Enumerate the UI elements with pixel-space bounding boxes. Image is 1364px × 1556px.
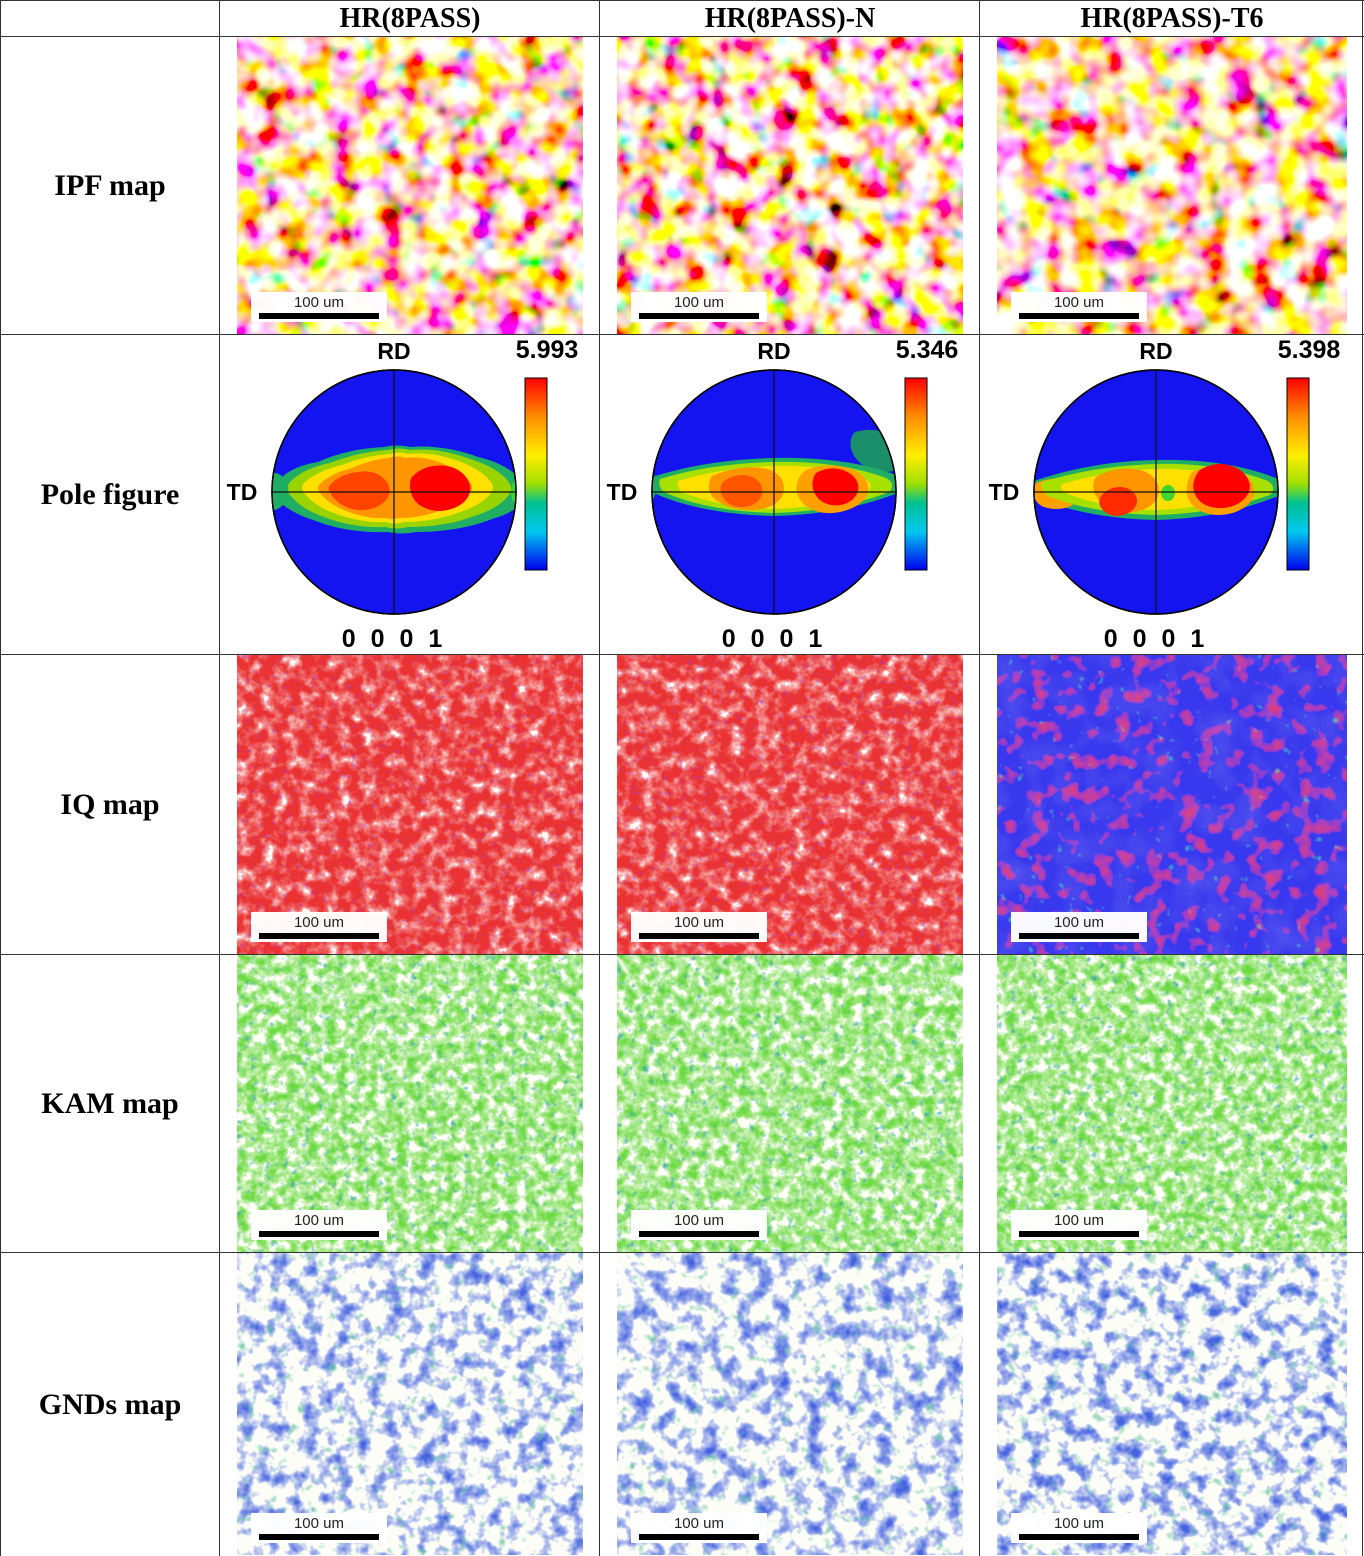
svg-text:5.346: 5.346 <box>896 336 959 364</box>
svg-text:0 0 0 1: 0 0 0 1 <box>1104 625 1208 653</box>
svg-text:RD: RD <box>377 338 410 364</box>
svg-text:5.398: 5.398 <box>1278 336 1341 364</box>
svg-text:TD: TD <box>989 479 1020 505</box>
svg-text:0 0 0 1: 0 0 0 1 <box>342 625 446 653</box>
svg-text:TD: TD <box>607 479 638 505</box>
svg-text:0 0 0 1: 0 0 0 1 <box>722 625 826 653</box>
svg-text:5.993: 5.993 <box>516 336 579 364</box>
svg-text:TD: TD <box>227 479 258 505</box>
svg-text:RD: RD <box>757 338 790 364</box>
svg-text:RD: RD <box>1139 338 1172 364</box>
